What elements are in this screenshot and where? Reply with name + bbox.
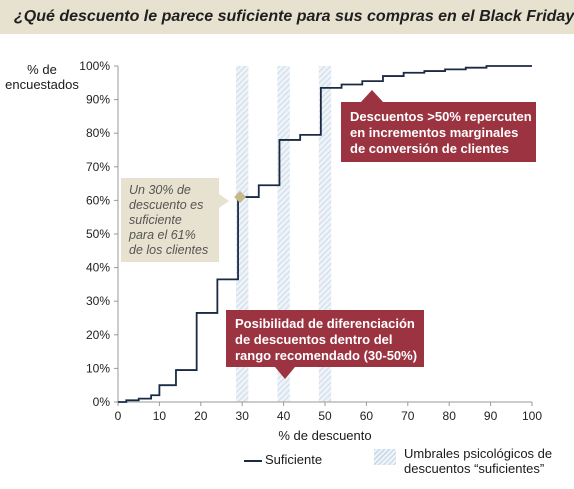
highlight-point-marker	[234, 191, 247, 204]
x-tick-label: 90	[484, 409, 498, 423]
legend-item-suficiente: Suficiente	[244, 452, 322, 467]
callout-over-50-line-1: Descuentos >50% repercuten	[350, 109, 532, 124]
y-tick-label: 10%	[86, 361, 110, 375]
y-tick-label: 90%	[86, 93, 110, 107]
callout-30-pointer	[219, 194, 229, 208]
x-tick-label: 100	[522, 409, 542, 423]
y-axis-label-line-1: % de	[27, 62, 57, 77]
callout-over-50-line-2: en incrementos marginales	[350, 125, 519, 140]
callout-differentiation-pointer	[275, 367, 295, 379]
callout-differentiation-line-1: Posibilidad de diferenciación	[235, 316, 415, 331]
callout-differentiation: Posibilidad de diferenciación de descuen…	[226, 310, 424, 367]
callout-30-line-4: para el 61%	[129, 228, 196, 242]
y-tick-label: 40%	[86, 261, 110, 275]
x-tick-label: 30	[236, 409, 250, 423]
y-tick-label: 70%	[86, 160, 110, 174]
callout-30-percent: Un 30% de descuento es suficiente para e…	[121, 178, 219, 262]
title-bar	[0, 0, 574, 34]
callout-30-line-3: suficiente	[129, 213, 182, 227]
y-tick-label: 60%	[86, 193, 110, 207]
callout-30-line-5: de los clientes	[129, 243, 209, 257]
x-axis-label: % de descuento	[278, 428, 372, 443]
x-tick-label: 40	[277, 409, 291, 423]
x-tick-label: 70	[401, 409, 415, 423]
x-tick-label: 60	[360, 409, 374, 423]
y-tick-label: 20%	[86, 328, 110, 342]
x-tick-label: 80	[443, 409, 457, 423]
callout-over-50-pointer	[361, 90, 383, 102]
callout-30-line-1: Un 30% de	[129, 183, 191, 197]
x-tick-label: 10	[153, 409, 167, 423]
x-tick-label: 0	[115, 409, 122, 423]
y-tick-label: 100%	[79, 59, 110, 73]
y-axis-label: % de encuestados	[0, 62, 84, 92]
legend-line-swatch	[244, 459, 262, 462]
callout-over-50: Descuentos >50% repercuten en incremento…	[341, 102, 536, 162]
series-line-suficiente	[118, 65, 532, 403]
callout-differentiation-line-3: rango recomendado (30-50%)	[235, 348, 418, 363]
y-tick-label: 30%	[86, 294, 110, 308]
x-tick-label: 50	[318, 409, 332, 423]
callout-differentiation-line-2: de descuentos dentro del	[235, 332, 393, 347]
y-tick-label: 50%	[86, 227, 110, 241]
legend-line-label: Suficiente	[265, 452, 323, 467]
x-tick-label: 20	[194, 409, 208, 423]
y-axis-label-line-2: encuestados	[5, 77, 79, 92]
callout-30-line-2: descuento es	[129, 198, 204, 212]
chart-title: ¿Qué descuento le parece suficiente para…	[14, 8, 574, 25]
legend-band-label-line-1: Umbrales psicológicos de	[404, 446, 553, 461]
y-tick-label: 80%	[86, 126, 110, 140]
callout-over-50-line-3: de conversión de clientes	[350, 141, 509, 156]
legend-band-label-line-2: descuentos “suficientes”	[404, 461, 545, 476]
y-tick-label: 0%	[93, 395, 111, 409]
legend-hatch-swatch	[374, 449, 396, 465]
